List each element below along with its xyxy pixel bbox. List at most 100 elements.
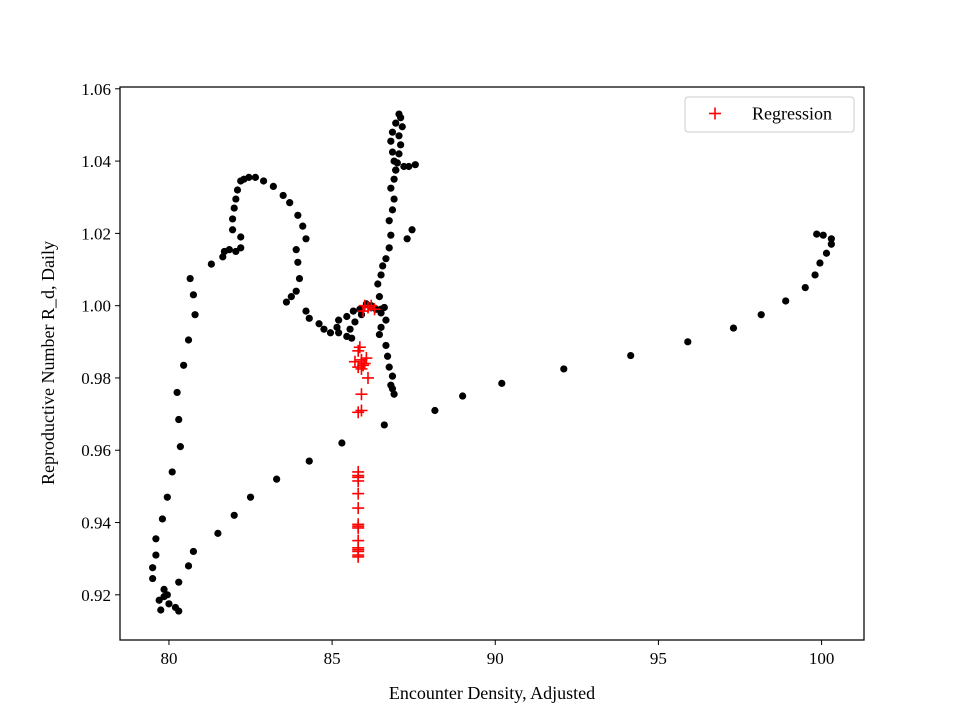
data-point [158, 515, 167, 523]
data-point [377, 271, 385, 279]
data-point [403, 235, 411, 243]
y-tick-label: 1.06 [81, 80, 111, 99]
y-tick-label: 0.92 [81, 586, 111, 605]
data-point [163, 591, 171, 599]
data-point [388, 128, 397, 136]
data-point [152, 551, 160, 559]
y-tick-label: 1.00 [81, 297, 111, 316]
regression-point [355, 388, 368, 401]
data-point [259, 177, 268, 185]
data-point [684, 338, 692, 346]
data-point [382, 255, 390, 263]
regression-point [352, 518, 365, 531]
data-point [498, 379, 506, 387]
data-point [408, 226, 416, 234]
data-point [411, 161, 419, 169]
regression-point [360, 352, 373, 365]
data-point [387, 184, 395, 192]
data-point [351, 318, 359, 326]
data-point [184, 562, 193, 570]
data-point [782, 297, 790, 305]
data-point [237, 244, 245, 252]
data-point [385, 363, 393, 371]
data-point [149, 564, 157, 572]
data-point [152, 535, 160, 543]
legend-box [684, 96, 855, 133]
data-point [382, 341, 390, 350]
regression-point [352, 487, 365, 500]
data-point [287, 293, 295, 301]
data-point [155, 596, 163, 604]
data-point [176, 443, 184, 451]
data-point [251, 173, 260, 181]
legend-marker [709, 107, 721, 120]
data-point [405, 162, 413, 171]
data-point [397, 141, 405, 149]
data-point [388, 372, 397, 380]
data-point [315, 320, 323, 328]
data-point [627, 351, 635, 360]
data-point [459, 392, 467, 400]
x-tick-label: 80 [160, 649, 177, 668]
x-tick-label: 85 [324, 649, 341, 668]
data-point [320, 325, 328, 333]
data-point [827, 235, 835, 243]
y-tick-label: 0.96 [81, 441, 111, 460]
data-point [816, 259, 824, 267]
data-point [207, 260, 215, 268]
data-point [357, 311, 366, 319]
data-point [346, 325, 354, 333]
data-point [292, 287, 300, 295]
y-axis: 0.92 0.94 0.96 0.98 1.00 1.02 1.04 1.06 [81, 80, 120, 605]
regression-point [348, 355, 361, 368]
regression-point [368, 303, 381, 316]
data-point [388, 385, 397, 393]
data-point [149, 574, 157, 583]
regression-point [362, 371, 374, 384]
data-point [225, 246, 233, 254]
data-point [398, 123, 406, 131]
data-point [214, 529, 222, 537]
data-point [382, 316, 390, 324]
legend-label-regression: Regression [752, 104, 832, 124]
data-point [165, 600, 173, 608]
data-point [380, 421, 388, 429]
data-point [228, 226, 237, 234]
data-point [292, 246, 300, 254]
data-point [294, 258, 302, 266]
data-point [157, 606, 165, 614]
data-point [801, 283, 809, 292]
y-axis-label: Reproductive Number R_d, Daily [38, 241, 58, 485]
data-point [279, 191, 287, 200]
data-point [338, 439, 346, 447]
data-point [163, 493, 171, 501]
data-point [374, 280, 382, 288]
data-point [302, 307, 310, 315]
points-layer [149, 110, 835, 615]
data-point [390, 157, 398, 165]
data-point [395, 150, 403, 158]
data-point [757, 311, 765, 319]
data-point [237, 233, 245, 241]
data-point [171, 603, 180, 612]
data-point [395, 110, 403, 118]
data-point [186, 274, 194, 283]
data-point [230, 511, 238, 519]
x-axis: 80 85 90 95 100 [160, 640, 834, 668]
data-point [348, 334, 356, 342]
data-point [383, 352, 392, 360]
x-axis-label: Encounter Density, Adjusted [389, 683, 595, 703]
x-tick-label: 95 [650, 649, 667, 668]
regression-point [355, 353, 368, 366]
data-point [343, 312, 351, 321]
x-tick-label: 100 [809, 649, 835, 668]
data-point [273, 475, 281, 483]
legend: Regression [684, 96, 855, 133]
data-point [390, 175, 398, 183]
data-point [377, 305, 385, 313]
data-point [269, 182, 277, 190]
plot-area [120, 87, 864, 640]
data-point [232, 195, 240, 203]
data-point [819, 231, 827, 239]
